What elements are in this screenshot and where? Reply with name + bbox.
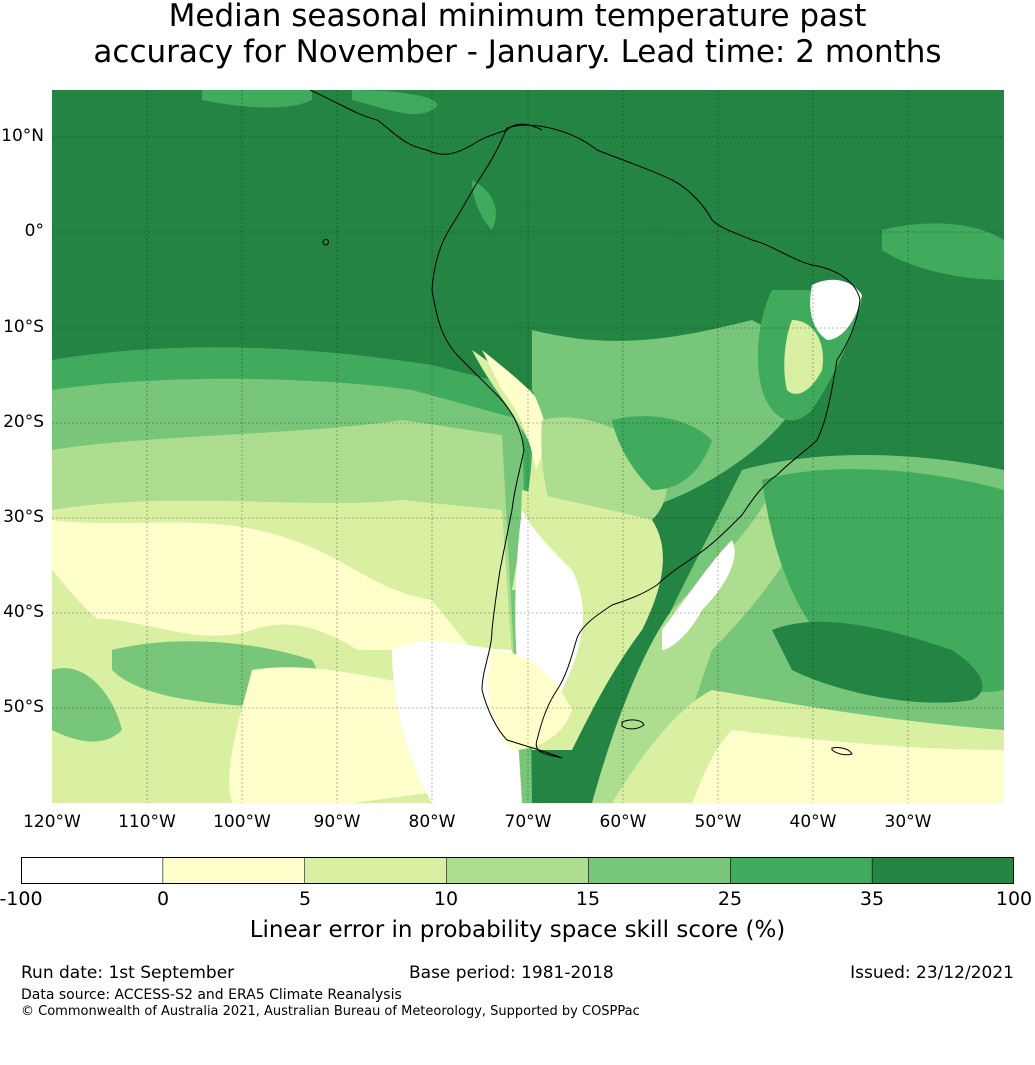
coastline-galapagos bbox=[322, 239, 329, 246]
region-south-pacific-patch-d bbox=[229, 667, 452, 803]
region-south-atlantic-10-15 bbox=[592, 490, 812, 803]
colorbar-tick-label: 100 bbox=[995, 888, 1033, 910]
colorbar-tick-label: -100 bbox=[0, 888, 43, 910]
region-andes-core bbox=[482, 350, 549, 470]
lat-label-40s: 40°S bbox=[3, 602, 44, 622]
colorbar-tick-label: 10 bbox=[433, 888, 459, 910]
region-ne-brazil-dry-edge bbox=[784, 320, 823, 394]
region-south-pacific-patch-f bbox=[52, 668, 122, 742]
issued-date: Issued: 23/12/2021 bbox=[850, 963, 1014, 983]
coastline-south-america bbox=[431, 124, 861, 759]
colorbar bbox=[21, 857, 1014, 884]
lon-label-100w: 100°W bbox=[213, 812, 271, 832]
coastline-falklands bbox=[621, 719, 645, 730]
lon-label-30w: 30°W bbox=[884, 812, 932, 832]
lat-label-0: 0° bbox=[24, 221, 44, 241]
data-source: Data source: ACCESS-S2 and ERA5 Climate … bbox=[21, 987, 402, 1003]
region-southern-patagonia bbox=[488, 650, 572, 750]
colorbar-segment bbox=[872, 857, 1014, 884]
region-chaco bbox=[612, 416, 712, 490]
colorbar-segment bbox=[588, 857, 731, 884]
colorbar-tick-label: 5 bbox=[298, 888, 312, 910]
lon-label-90w: 90°W bbox=[313, 812, 361, 832]
lon-label-80w: 80°W bbox=[408, 812, 456, 832]
region-south-pacific-patch-a bbox=[52, 520, 472, 650]
skill-score-map bbox=[52, 90, 1004, 803]
copyright: © Commonwealth of Australia 2021, Austra… bbox=[21, 1004, 640, 1019]
colorbar-segment bbox=[446, 857, 589, 884]
colorbar-tick-label: 0 bbox=[156, 888, 170, 910]
lon-label-60w: 60°W bbox=[599, 812, 647, 832]
region-atlantic-coast-white bbox=[662, 540, 735, 650]
colorbar-tick-label: 35 bbox=[859, 888, 885, 910]
run-date: Run date: 1st September bbox=[21, 963, 235, 983]
colorbar-label: Linear error in probability space skill … bbox=[249, 917, 786, 943]
coastline-south-georgia bbox=[831, 747, 853, 756]
region-caribbean bbox=[302, 90, 1004, 150]
colorbar-segment bbox=[162, 857, 306, 884]
region-caribbean-light-a bbox=[352, 90, 438, 115]
region-patagonia-white bbox=[515, 510, 583, 707]
lat-label-30s: 30°S bbox=[3, 507, 44, 527]
region-tropical-light-patch bbox=[472, 180, 496, 230]
colorbar-tick-label: 25 bbox=[717, 888, 743, 910]
lon-label-50w: 50°W bbox=[694, 812, 742, 832]
region-equatorial-atlantic-patch bbox=[882, 223, 1004, 280]
lon-label-70w: 70°W bbox=[504, 812, 552, 832]
lat-label-20s: 20°S bbox=[3, 412, 44, 432]
colorbar-segment bbox=[730, 857, 873, 884]
map-title-line-2: accuracy for November - January. Lead ti… bbox=[93, 34, 942, 70]
region-south-atlantic-0-5 bbox=[692, 730, 1004, 803]
lon-label-110w: 110°W bbox=[118, 812, 176, 832]
graticule bbox=[52, 90, 1004, 803]
map-title-line-1: Median seasonal minimum temperature past bbox=[168, 0, 867, 34]
lon-label-120w: 120°W bbox=[23, 812, 81, 832]
region-south-atlantic-deep bbox=[772, 621, 983, 703]
colorbar-segment bbox=[21, 857, 164, 884]
colorbar-segment bbox=[304, 857, 448, 884]
lat-label-10n: 10°N bbox=[1, 126, 44, 146]
lat-label-10s: 10°S bbox=[3, 317, 44, 337]
lat-label-50s: 50°S bbox=[3, 697, 44, 717]
region-ne-brazil-dry bbox=[810, 279, 862, 340]
region-caribbean-light-b bbox=[202, 90, 312, 108]
base-period: Base period: 1981-2018 bbox=[409, 963, 614, 983]
lon-label-40w: 40°W bbox=[789, 812, 837, 832]
colorbar-outline bbox=[21, 857, 1014, 884]
coastlines bbox=[309, 90, 861, 759]
coastline-central-america bbox=[309, 90, 543, 155]
colorbar-tick-label: 15 bbox=[575, 888, 601, 910]
